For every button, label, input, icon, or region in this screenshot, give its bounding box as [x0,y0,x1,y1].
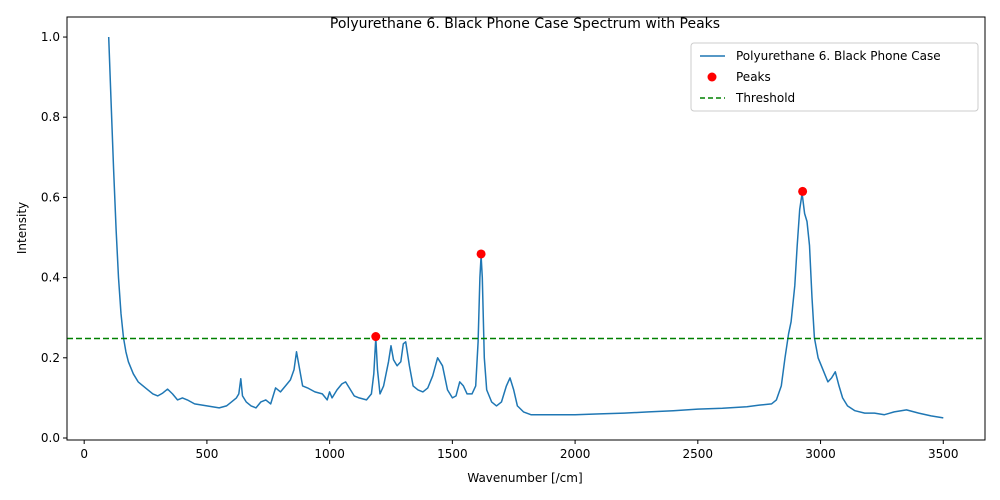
plot-frame [66,16,986,441]
x-tick-label: 1500 [437,447,468,461]
legend-label-threshold: Threshold [735,91,795,105]
x-tick-label: 0 [80,447,88,461]
y-tick-label: 0.2 [41,351,60,365]
peak-marker-2 [476,249,486,259]
x-tick-label: 3500 [928,447,959,461]
spectrum-line [107,36,944,419]
legend-box [690,42,979,112]
peak-marker-1 [371,332,381,342]
x-axis-label: Wavenumber [/cm] [467,471,582,485]
y-tick-label: 1.0 [41,30,60,44]
y-tick-label: 0.4 [41,271,60,285]
y-tick-label: 0.0 [41,431,60,445]
legend: Polyurethane 6. Black Phone Case Peaks T… [690,42,979,112]
legend-peaks-swatch [707,72,717,82]
x-tick-label: 1000 [314,447,345,461]
x-tick-label: 3000 [805,447,836,461]
x-tick-label: 2000 [560,447,591,461]
x-tick-label: 2500 [683,447,714,461]
y-tick-label: 0.6 [41,190,60,204]
y-tick-label: 0.8 [41,110,60,124]
x-tick-label: 500 [195,447,218,461]
y-axis-label: Intensity [15,202,29,254]
legend-label-spectrum: Polyurethane 6. Black Phone Case [736,49,941,63]
peak-marker-3 [798,186,808,196]
chart-title: Polyurethane 6. Black Phone Case Spectru… [330,16,720,32]
legend-label-peaks: Peaks [736,70,771,84]
